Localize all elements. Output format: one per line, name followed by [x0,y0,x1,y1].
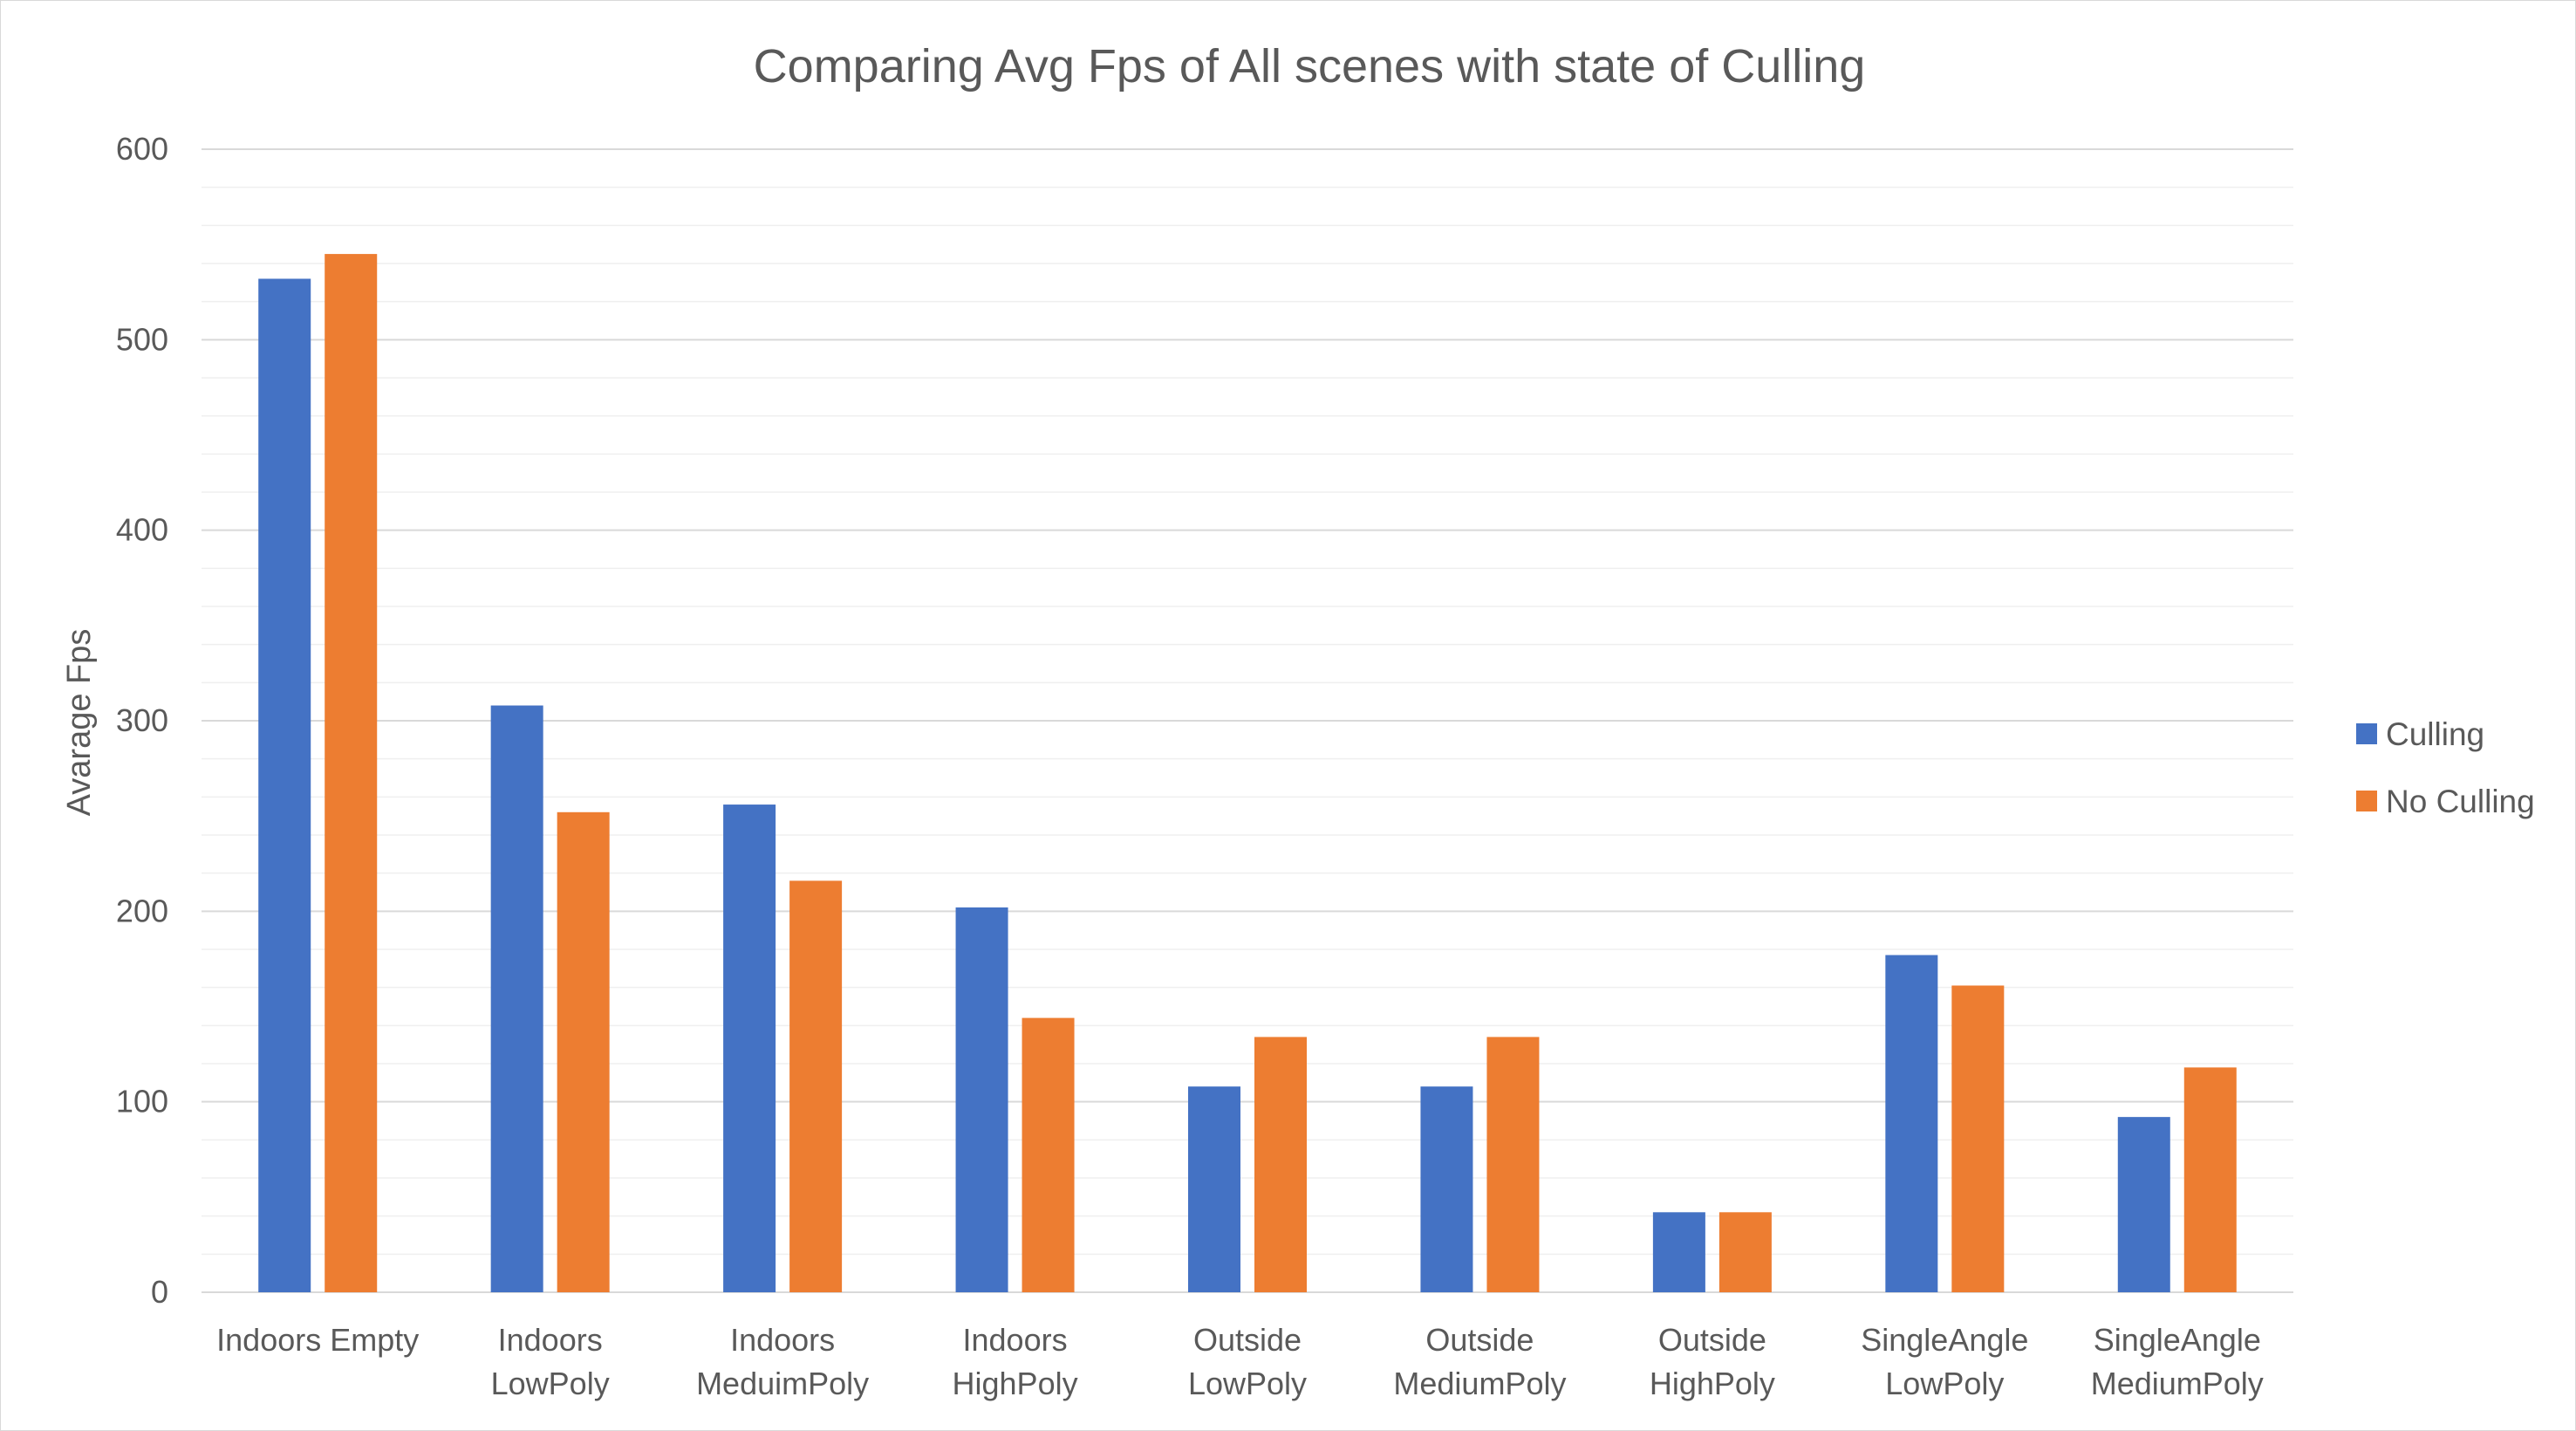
x-tick-label: MeduimPoly [696,1366,869,1401]
bar-culling [1188,1086,1240,1292]
x-tick-label: MediumPoly [2091,1366,2264,1401]
x-tick-label: Indoors Empty [216,1322,419,1358]
bar-no-culling [1951,985,2005,1292]
gridlines [202,148,2293,1293]
legend: Culling No Culling [2356,716,2535,819]
bar-culling [1885,955,1938,1292]
legend-label: Culling [2386,716,2484,752]
bar-culling [723,805,776,1292]
x-tick-label: MediumPoly [1393,1366,1566,1401]
x-tick-label: LowPoly [491,1366,610,1401]
bar-no-culling [557,811,610,1292]
bar-no-culling [789,880,843,1292]
legend-swatch [2356,791,2377,811]
bar-culling [258,278,311,1292]
bars [258,254,2237,1292]
legend-label: No Culling [2386,784,2535,819]
y-tick-label: 100 [116,1084,168,1119]
y-tick-label: 400 [116,512,168,548]
y-tick-label: 600 [116,131,168,167]
x-tick-label: Outside [1425,1322,1534,1358]
y-axis-title: Avarage Fps [61,629,98,817]
x-tick-label: Indoors [730,1322,835,1358]
x-tick-label: LowPoly [1188,1366,1307,1401]
bar-no-culling [1254,1037,1307,1292]
x-tick-label: LowPoly [1885,1366,2004,1401]
bar-culling [2117,1117,2170,1292]
x-tick-label: Indoors [498,1322,603,1358]
y-tick-label: 500 [116,321,168,357]
x-tick-label: Outside [1193,1322,1302,1358]
bar-no-culling [2183,1067,2237,1292]
x-tick-label: Indoors [963,1322,1068,1358]
bar-culling [1652,1212,1705,1292]
y-tick-label: 200 [116,893,168,928]
x-tick-label: SingleAngle [2094,1322,2261,1358]
bar-culling [1420,1086,1473,1292]
x-tick-label: HighPoly [1650,1366,1775,1401]
y-tick-label: 300 [116,702,168,738]
chart-title: Comparing Avg Fps of All scenes with sta… [754,40,1866,92]
bar-culling [955,907,1008,1292]
y-tick-label: 0 [151,1274,168,1310]
legend-swatch [2356,723,2377,744]
bar-no-culling [1486,1037,1540,1292]
bar-no-culling [1718,1212,1772,1292]
x-tick-label: SingleAngle [1861,1322,2028,1358]
x-tick-label: Outside [1658,1322,1766,1358]
bar-no-culling [325,254,378,1292]
y-axis-tick-labels: 0 100 200 300 400 500 600 [116,131,168,1310]
x-tick-label: HighPoly [953,1366,1078,1401]
bar-culling [490,705,543,1292]
bar-no-culling [1022,1017,1075,1292]
x-axis-tick-labels: Indoors Empty Indoors LowPoly Indoors Meduim… [216,1322,2264,1401]
